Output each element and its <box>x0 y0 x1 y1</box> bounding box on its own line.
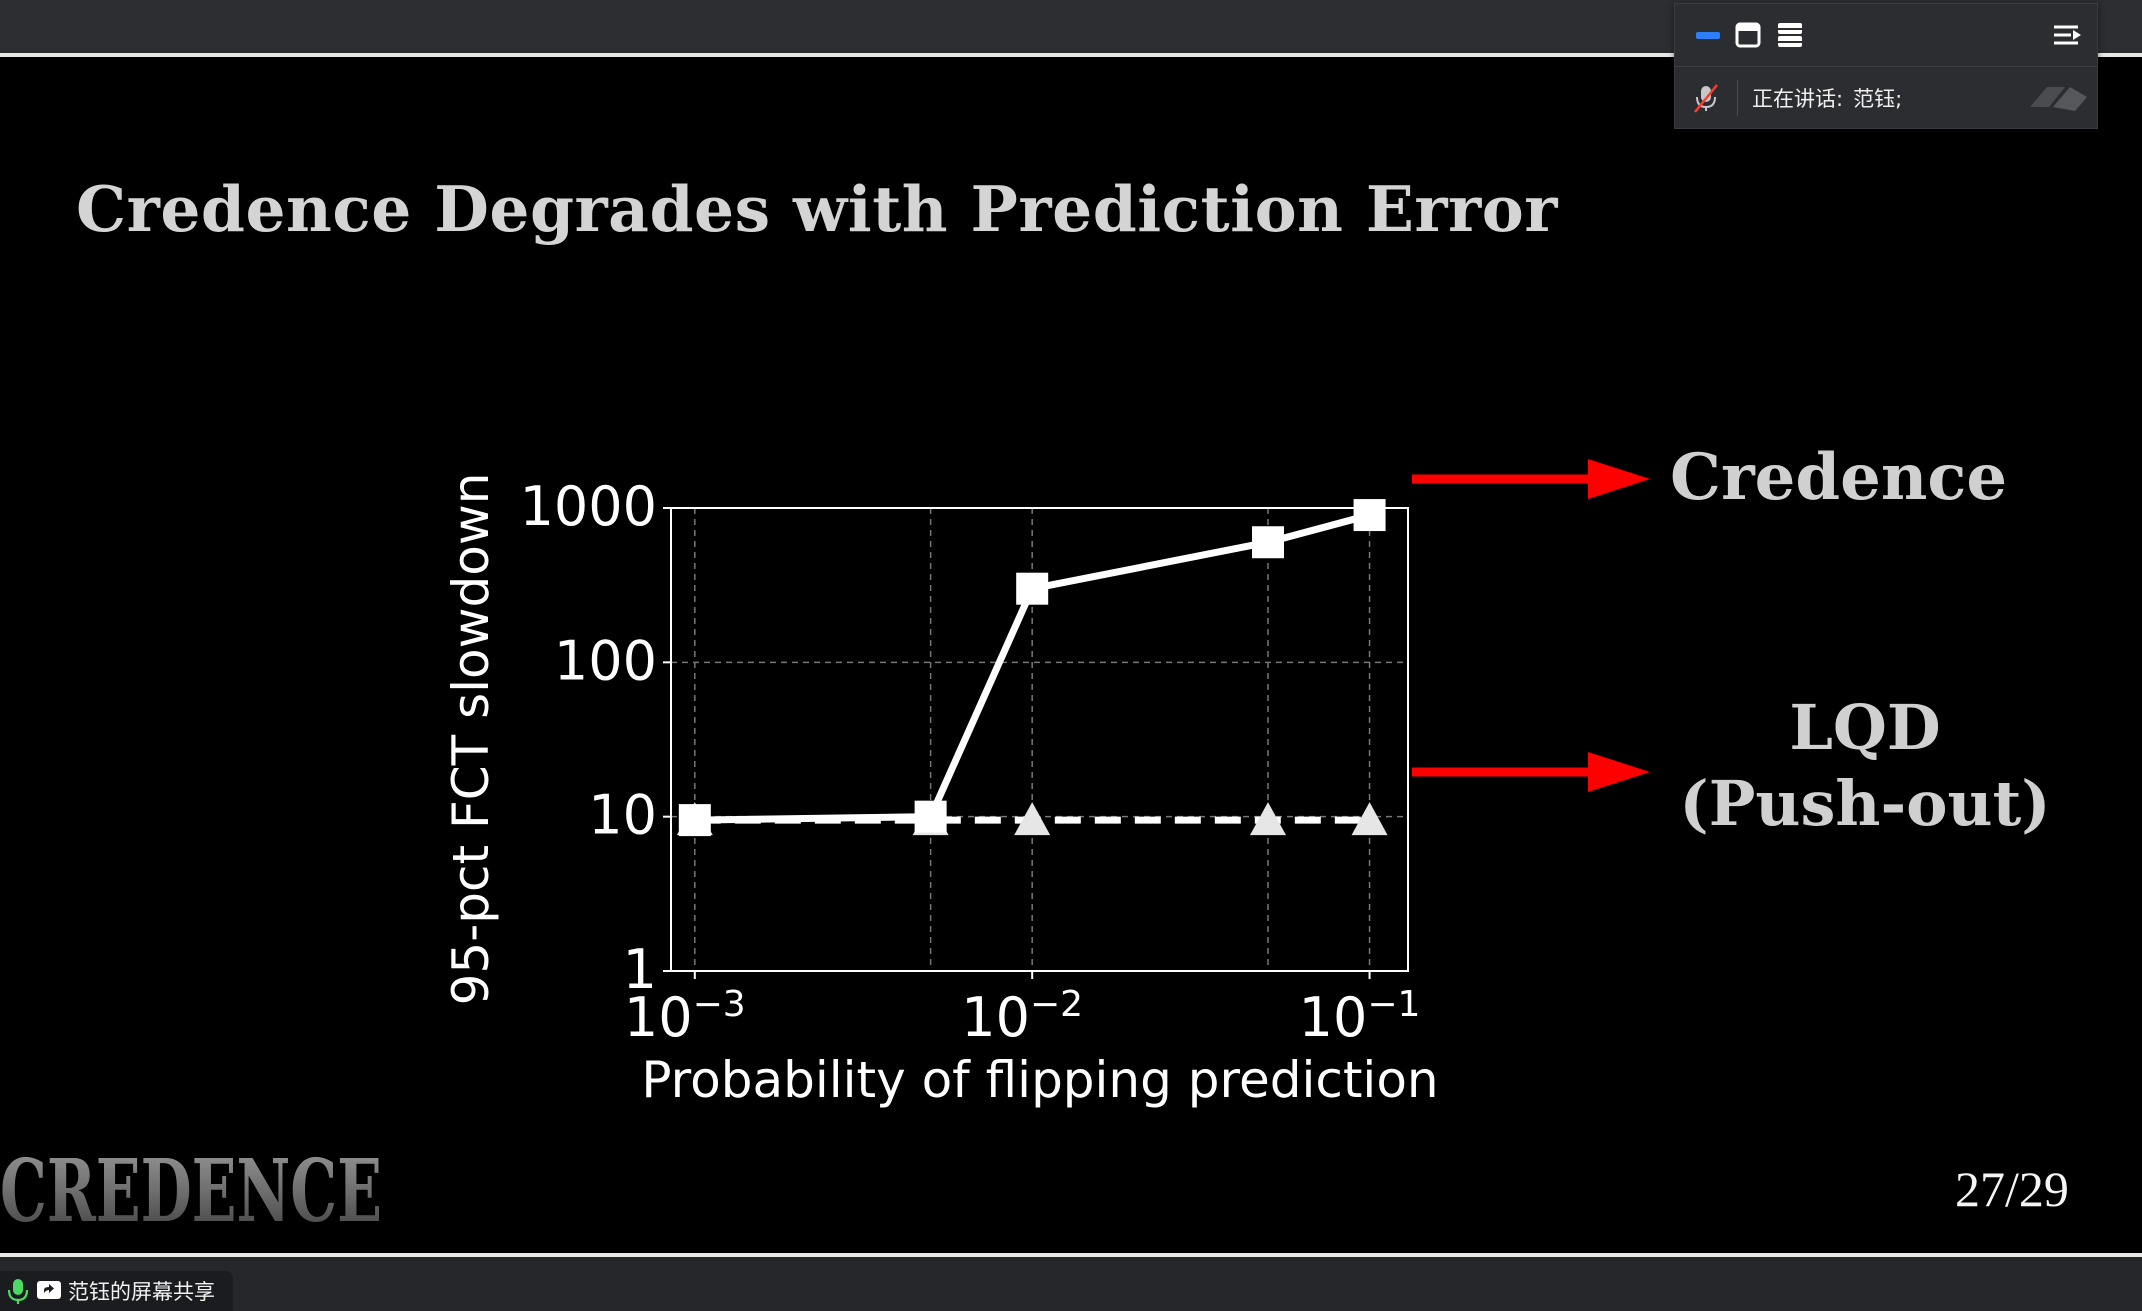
square-marker <box>1251 526 1284 559</box>
square-marker <box>1016 572 1049 605</box>
screen-share-icon <box>37 1281 61 1299</box>
speaking-label: 正在讲话: <box>1752 86 1844 111</box>
y-tick-label: 10 <box>588 784 657 847</box>
arrow-lqd <box>1412 752 1650 792</box>
square-marker <box>914 800 947 833</box>
triangle-marker <box>1351 802 1388 836</box>
x-tick-label: 10−3 <box>624 984 746 1049</box>
label-lqd-line1: LQD <box>1789 691 1941 764</box>
share-label: 范钰的屏幕共享 <box>68 1280 215 1304</box>
chart: 1 10 100 1000 10−3 10−2 10−1 95-pct FCT slowdo… <box>442 473 1439 1109</box>
triangle-marker <box>1014 802 1051 836</box>
label-lqd-line2: (Push-out) <box>1679 767 2051 840</box>
menu-expand-button[interactable] <box>2051 20 2083 52</box>
muted-mic-icon <box>1694 83 1718 113</box>
square-marker <box>678 804 711 837</box>
speaker-name: 范钰; <box>1853 86 1903 111</box>
page-number: 27/29 <box>1955 1161 2069 1217</box>
screen-share-tab[interactable]: 范钰的屏幕共享 <box>0 1271 233 1311</box>
y-axis-label: 95-pct FCT slowdown <box>442 473 500 1006</box>
y-tick-label: 1 <box>623 938 657 1001</box>
meeting-floating-panel: 正在讲话: 范钰; <box>1674 3 2098 129</box>
x-axis-label: Probability of flipping prediction <box>641 1051 1438 1109</box>
window-view-button[interactable] <box>1733 20 1763 50</box>
slide-title: Credence Degrades with Prediction Error <box>76 172 1558 246</box>
bottom-bar <box>0 1257 2142 1311</box>
label-lqd: LQD (Push-out) <box>1670 690 2060 842</box>
plot-frame <box>670 507 1409 972</box>
svg-text:CREDENCE: CREDENCE <box>0 1141 382 1242</box>
credence-logo: CREDENCE <box>0 1141 382 1242</box>
triangle-marker <box>1249 802 1286 836</box>
divider <box>0 1253 2142 1257</box>
x-tick-label: 10−2 <box>961 984 1083 1049</box>
label-credence: Credence <box>1670 440 2008 515</box>
separator <box>1737 79 1738 116</box>
shared-slide: Credence Degrades with Prediction Error … <box>0 57 2142 1253</box>
x-tick-label: 10−1 <box>1299 984 1421 1049</box>
divider <box>0 53 2142 57</box>
y-tick-label: 1000 <box>520 475 657 538</box>
arrow-credence <box>1412 459 1650 499</box>
minimize-button[interactable] <box>1693 20 1723 50</box>
list-view-button[interactable] <box>1775 20 1805 50</box>
app-logo-icon <box>2030 87 2087 111</box>
microphone-icon <box>7 1279 29 1304</box>
square-marker <box>1353 499 1386 532</box>
y-tick-label: 100 <box>554 629 657 692</box>
